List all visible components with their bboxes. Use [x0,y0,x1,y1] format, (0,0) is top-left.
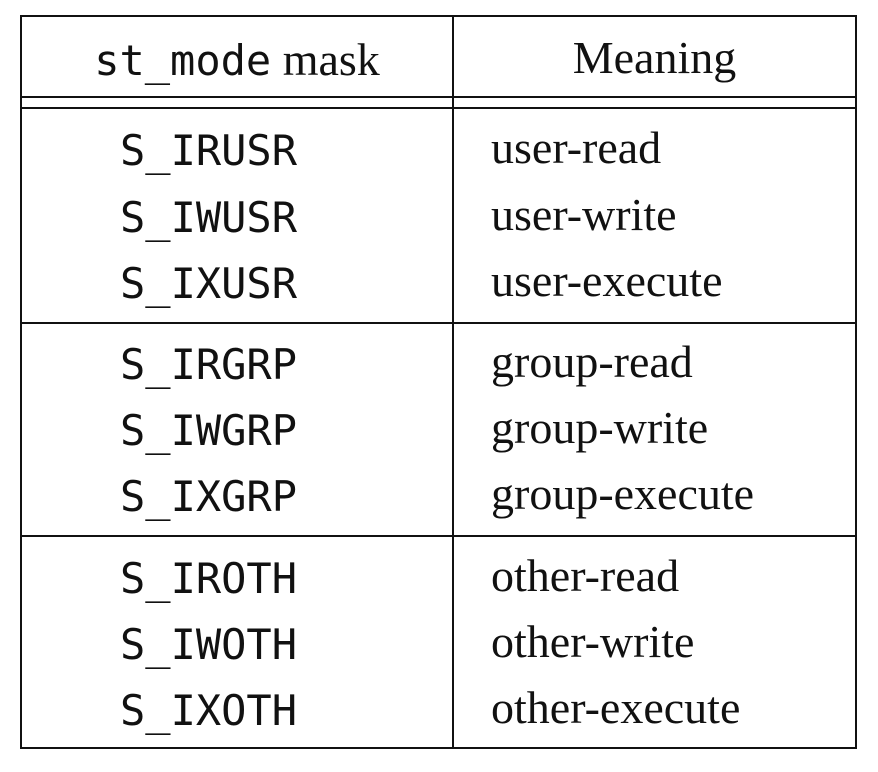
meaning-cell: user-write [491,189,677,240]
header-rule-lower [22,107,855,109]
header-mask-code: st_mode [94,36,272,85]
column-divider [452,17,454,747]
mask-cell: S_IRGRP [120,340,298,389]
header-meaning: Meaning [572,32,737,83]
meaning-cell: other-read [491,550,680,601]
mask-cell: S_IWOTH [120,620,298,669]
mask-cell: S_IWUSR [120,193,298,242]
mask-cell: S_IROTH [120,554,298,603]
permission-mask-table: st_mode mask Meaning S_IRUSR user-read S… [20,15,857,749]
mask-cell: S_IXUSR [120,259,298,308]
mask-cell: S_IWGRP [120,406,298,455]
meaning-cell: group-write [491,402,709,453]
header-mask: st_mode mask [22,33,452,86]
meaning-cell: group-execute [491,468,755,519]
meaning-cell: group-read [491,336,693,387]
mask-cell: S_IXOTH [120,686,298,735]
header-mask-word: mask [271,34,380,85]
group-divider-user-group [22,322,855,324]
header-rule-upper [22,96,855,98]
mask-cell: S_IXGRP [120,472,298,521]
mask-cell: S_IRUSR [120,126,298,175]
meaning-cell: user-execute [491,255,723,306]
group-divider-group-other [22,535,855,537]
meaning-cell: other-execute [491,682,741,733]
meaning-cell: other-write [491,616,695,667]
meaning-cell: user-read [491,122,662,173]
